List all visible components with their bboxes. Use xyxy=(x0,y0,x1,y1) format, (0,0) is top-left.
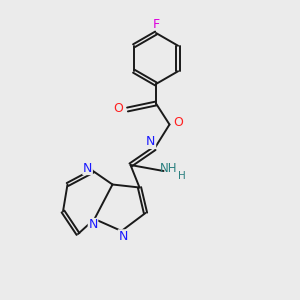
Text: N: N xyxy=(118,230,128,243)
Text: N: N xyxy=(88,218,98,232)
Text: N: N xyxy=(146,135,156,148)
Text: N: N xyxy=(83,161,92,175)
Text: H: H xyxy=(178,171,186,182)
Text: O: O xyxy=(114,102,123,116)
Text: O: O xyxy=(173,116,183,129)
Text: NH: NH xyxy=(160,162,178,175)
Text: F: F xyxy=(152,18,160,31)
